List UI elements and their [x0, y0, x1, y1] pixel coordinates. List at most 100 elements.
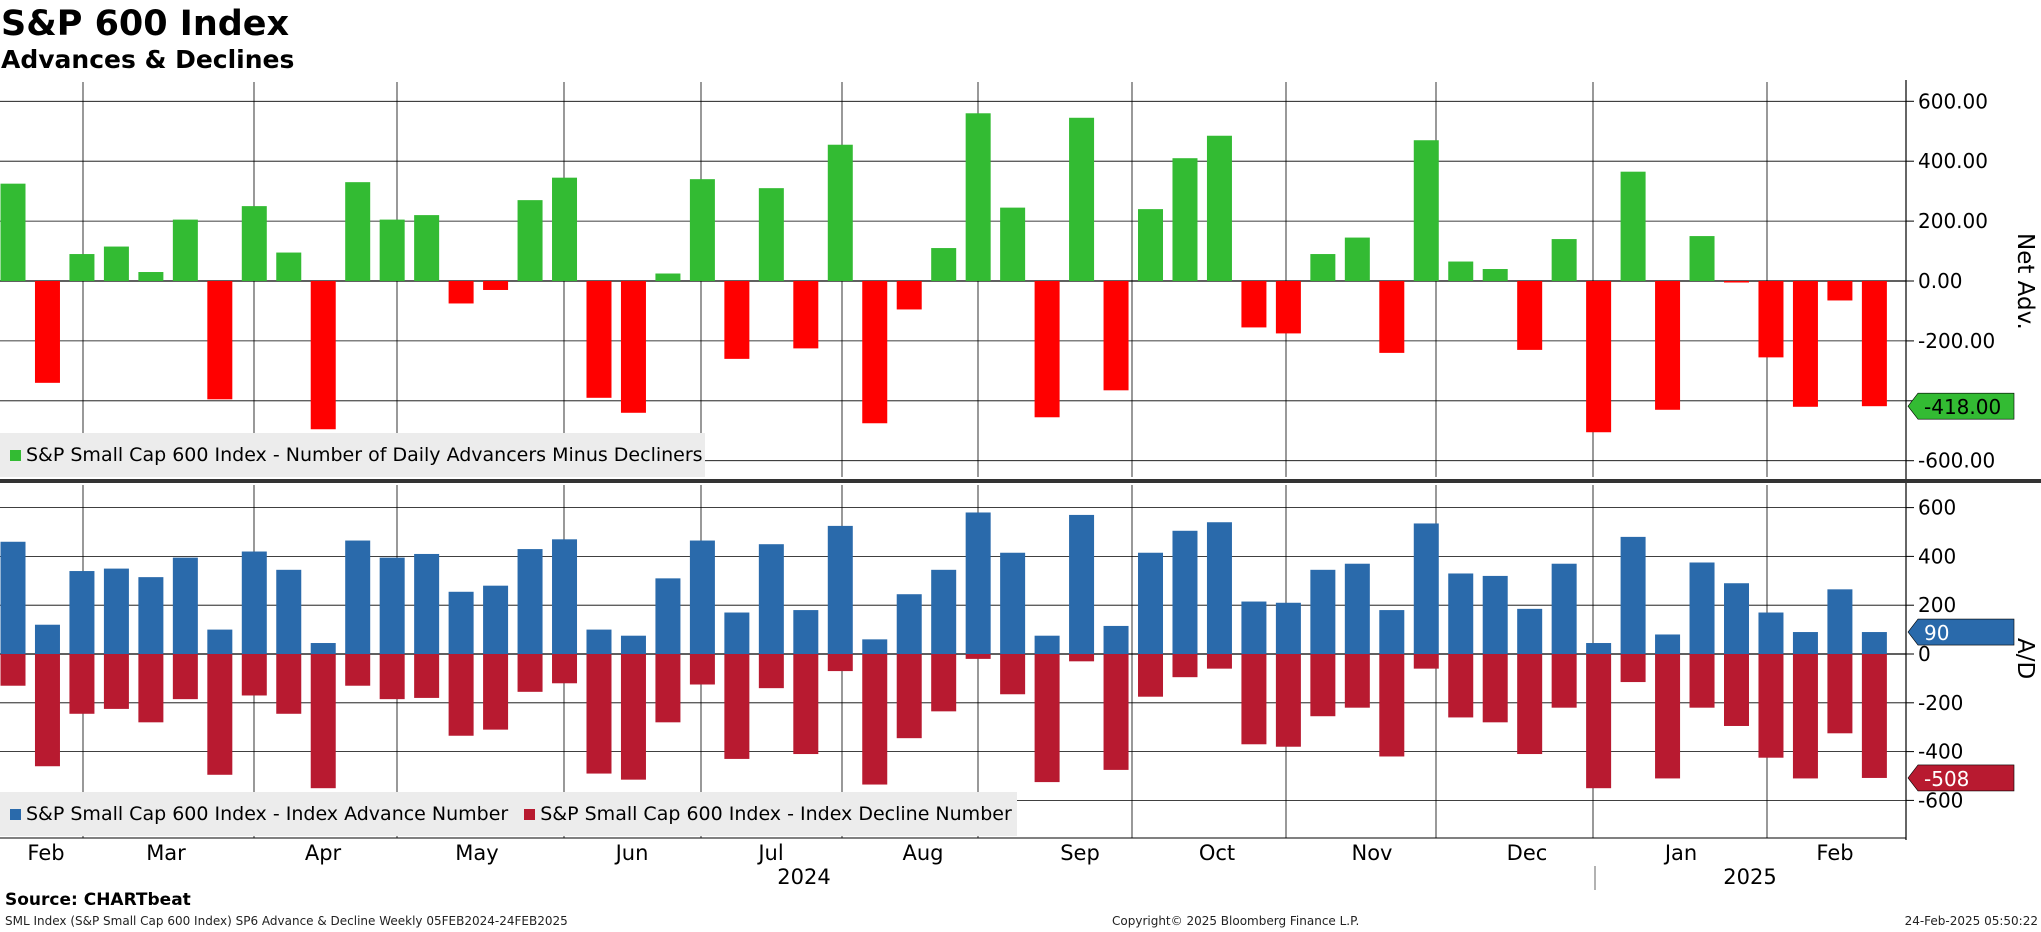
tick-label-net: 200.00 — [1918, 209, 1988, 233]
bar-advances — [1413, 523, 1439, 654]
bar-declines — [1379, 654, 1405, 757]
bar-declines — [379, 654, 405, 700]
bar-advances — [689, 540, 715, 654]
bar-declines — [689, 654, 715, 685]
bar-advances — [552, 539, 578, 654]
bar-advances — [620, 635, 646, 654]
bar-net-adv — [931, 248, 957, 281]
bar-declines — [1310, 654, 1336, 717]
bar-net-adv — [724, 281, 750, 359]
bar-advances — [1138, 552, 1164, 654]
bar-net-adv — [1655, 281, 1681, 410]
tick-label-ad: 600 — [1918, 496, 1956, 520]
x-month-label: Jan — [1663, 841, 1697, 865]
bar-declines — [1448, 654, 1474, 718]
bar-advances — [724, 612, 750, 654]
x-month-label: Jul — [756, 841, 783, 865]
bar-net-adv — [1482, 269, 1508, 281]
bar-advances — [1758, 612, 1784, 654]
bar-advances — [655, 578, 681, 654]
bar-declines — [1034, 654, 1060, 783]
bar-advances — [241, 551, 267, 654]
bar-net-adv — [1241, 281, 1267, 328]
bar-declines — [414, 654, 440, 698]
bar-net-adv — [552, 177, 578, 281]
bar-net-adv — [103, 246, 129, 281]
bar-advances — [1861, 632, 1887, 654]
bar-net-adv — [586, 281, 612, 398]
bar-advances — [1482, 575, 1508, 654]
bar-advances — [103, 568, 129, 654]
value-tag-declines-shape — [1907, 764, 2015, 792]
bar-declines — [1413, 654, 1439, 669]
tick-label-ad: 400 — [1918, 544, 1956, 568]
bar-net-adv — [1000, 207, 1026, 281]
bar-net-adv — [310, 281, 336, 430]
bar-advances — [1344, 563, 1370, 654]
bar-net-adv — [1551, 239, 1577, 281]
x-month-label: Oct — [1199, 841, 1235, 865]
bar-net-adv — [1275, 281, 1301, 334]
x-month-label: May — [455, 841, 498, 865]
panel-separator — [0, 479, 2041, 483]
tick-label-net: 600.00 — [1918, 89, 1988, 113]
bar-net-adv — [1310, 254, 1336, 281]
bar-net-adv — [172, 219, 198, 281]
x-month-label: Nov — [1352, 841, 1393, 865]
bar-advances — [1379, 610, 1405, 654]
bar-declines — [345, 654, 371, 686]
bar-declines — [862, 654, 888, 785]
x-month-label: Sep — [1060, 841, 1100, 865]
bar-declines — [1861, 654, 1887, 778]
x-month-label: Apr — [305, 841, 342, 865]
bar-advances — [586, 629, 612, 654]
bar-net-adv — [0, 183, 26, 281]
bar-net-adv — [241, 206, 267, 281]
bar-declines — [827, 654, 853, 672]
bar-declines — [69, 654, 95, 714]
bar-advances — [69, 571, 95, 654]
bar-advances — [1620, 536, 1646, 654]
footer-copyright: Copyright© 2025 Bloomberg Finance L.P. — [1112, 914, 1360, 928]
bar-advances — [827, 525, 853, 654]
bar-net-adv — [1620, 171, 1646, 281]
legend-label-declines: S&P Small Cap 600 Index - Index Decline … — [540, 803, 1012, 825]
bar-advances — [758, 544, 784, 654]
tick-label-ad: 0 — [1918, 642, 1931, 666]
bar-declines — [758, 654, 784, 689]
bar-net-adv — [689, 179, 715, 281]
bar-advances — [483, 585, 509, 654]
bar-declines — [896, 654, 922, 739]
bar-advances — [1000, 552, 1026, 654]
bar-declines — [1517, 654, 1543, 755]
bar-declines — [1138, 654, 1164, 697]
bar-declines — [207, 654, 233, 775]
bar-net-adv — [1413, 140, 1439, 281]
x-month-label: Feb — [27, 841, 64, 865]
bar-declines — [138, 654, 164, 723]
page-subtitle: Advances & Declines — [1, 45, 295, 74]
bar-net-adv — [896, 281, 922, 310]
bar-advances — [1172, 530, 1198, 654]
bar-declines — [1241, 654, 1267, 745]
x-month-label: Mar — [146, 841, 186, 865]
bar-net-adv — [793, 281, 819, 349]
bar-declines — [1344, 654, 1370, 708]
bar-advances — [1724, 583, 1749, 654]
bar-advances — [1103, 625, 1129, 654]
bar-advances — [414, 553, 440, 654]
bar-advances — [1655, 634, 1681, 654]
bar-net-adv — [1586, 281, 1612, 433]
x-month-label: Aug — [902, 841, 943, 865]
bar-advances — [138, 577, 164, 654]
bar-advances — [276, 569, 302, 654]
bar-advances — [1448, 573, 1474, 654]
legend-label-net: S&P Small Cap 600 Index - Number of Dail… — [26, 444, 703, 466]
bar-declines — [1827, 654, 1853, 734]
bar-layer — [0, 113, 1887, 789]
tick-label-ad: -200 — [1918, 691, 1963, 715]
bar-declines — [1000, 654, 1026, 695]
bar-net-adv — [655, 273, 681, 281]
x-month-label: Feb — [1816, 841, 1853, 865]
bar-net-adv — [862, 281, 888, 424]
